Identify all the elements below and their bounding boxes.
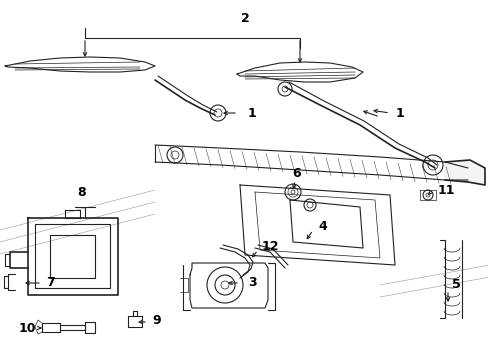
Text: 6: 6	[292, 166, 301, 180]
Text: 3: 3	[247, 276, 256, 289]
Text: 2: 2	[240, 12, 249, 24]
Polygon shape	[444, 160, 484, 185]
Text: 11: 11	[437, 184, 454, 197]
Text: 7: 7	[46, 276, 55, 289]
Text: 5: 5	[451, 279, 460, 292]
Text: 1: 1	[395, 107, 404, 120]
Text: 10: 10	[19, 321, 36, 334]
Text: 1: 1	[247, 107, 256, 120]
Text: 4: 4	[317, 220, 326, 233]
Text: 9: 9	[152, 314, 160, 327]
Text: 8: 8	[78, 185, 86, 198]
Text: 12: 12	[262, 239, 279, 252]
